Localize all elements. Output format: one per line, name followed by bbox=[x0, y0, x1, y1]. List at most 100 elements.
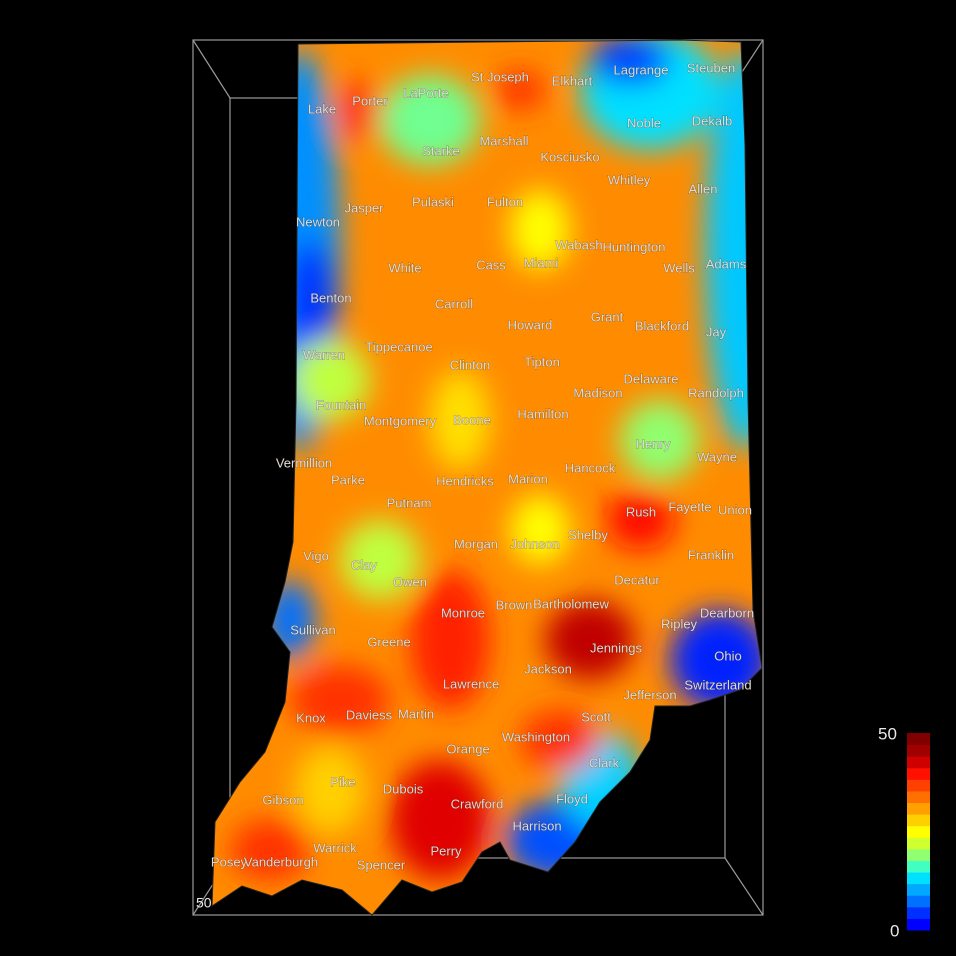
county-label: Hendricks bbox=[436, 473, 494, 488]
county-label: Lake bbox=[308, 101, 336, 116]
county-label: Putnam bbox=[387, 495, 432, 510]
county-label: Sullivan bbox=[290, 622, 336, 637]
colorbar-band bbox=[907, 895, 930, 908]
colorbar-band bbox=[907, 802, 930, 815]
county-label: Owen bbox=[393, 574, 427, 589]
colorbar-band bbox=[907, 756, 930, 769]
county-label: Pulaski bbox=[412, 194, 454, 209]
county-label: Bartholomew bbox=[533, 596, 609, 611]
colorbar-band bbox=[907, 779, 930, 792]
county-label: Jay bbox=[706, 324, 727, 339]
county-label: Lagrange bbox=[614, 62, 669, 77]
county-label: Clinton bbox=[450, 357, 490, 372]
county-label: Clay bbox=[351, 557, 378, 572]
county-label: Floyd bbox=[556, 791, 588, 806]
county-label: Dearborn bbox=[700, 605, 754, 620]
county-label: Orange bbox=[446, 741, 489, 756]
county-label: Benton bbox=[310, 290, 351, 305]
county-label: Hancock bbox=[565, 460, 616, 475]
colorbar bbox=[907, 733, 930, 931]
county-label: Dekalb bbox=[692, 113, 732, 128]
county-label: Howard bbox=[508, 317, 553, 332]
county-label: Fountain bbox=[316, 397, 367, 412]
county-label: Jasper bbox=[344, 200, 384, 215]
county-label: Posey bbox=[211, 854, 248, 869]
county-label: Vanderburgh bbox=[244, 854, 318, 869]
county-label: Cass bbox=[476, 257, 506, 272]
county-label: Kosciusko bbox=[540, 149, 599, 164]
county-labels: Lake Porter LaPorte St Joseph Elkhart Lagrang… bbox=[210, 60, 754, 873]
corner-label: 50 bbox=[196, 895, 212, 911]
county-label: Perry bbox=[430, 843, 462, 858]
county-label: Wayne bbox=[697, 449, 737, 464]
county-label: Crawford bbox=[451, 796, 504, 811]
county-label: Porter bbox=[352, 93, 388, 108]
county-label: Montgomery bbox=[364, 413, 437, 428]
county-label: Monroe bbox=[441, 605, 485, 620]
county-label: Tipton bbox=[524, 354, 560, 369]
county-label: LaPorte bbox=[403, 85, 449, 100]
county-label: Delaware bbox=[624, 371, 679, 386]
colorbar-band bbox=[907, 872, 930, 885]
colorbar-band bbox=[907, 906, 930, 919]
county-label: Fulton bbox=[487, 194, 523, 209]
county-label: Whitley bbox=[608, 172, 651, 187]
county-label: Huntington bbox=[603, 239, 666, 254]
county-label: Marshall bbox=[479, 133, 528, 148]
county-label: Hamilton bbox=[517, 406, 568, 421]
county-label: Warren bbox=[303, 347, 345, 362]
county-label: Franklin bbox=[688, 547, 734, 562]
county-label: Noble bbox=[627, 115, 661, 130]
county-label: Warrick bbox=[313, 840, 357, 855]
colorbar-band bbox=[907, 883, 930, 896]
county-label: Carroll bbox=[435, 296, 473, 311]
county-label: Miami bbox=[524, 255, 559, 270]
colorbar-band bbox=[907, 837, 930, 850]
county-label: Blackford bbox=[635, 318, 689, 333]
colorbar-band bbox=[907, 918, 930, 931]
county-label: Marion bbox=[508, 471, 548, 486]
county-label: Union bbox=[718, 502, 752, 517]
county-label: Brown bbox=[496, 597, 533, 612]
county-label: Switzerland bbox=[684, 677, 751, 692]
county-label: Randolph bbox=[688, 385, 744, 400]
county-label: Adams bbox=[706, 256, 747, 271]
county-label: Decatur bbox=[614, 572, 660, 587]
county-label: Elkhart bbox=[552, 73, 593, 88]
county-label: Grant bbox=[591, 309, 624, 324]
colorbar-band bbox=[907, 860, 930, 873]
county-label: Wells bbox=[663, 260, 695, 275]
county-label: Ripley bbox=[661, 616, 698, 631]
county-label: Madison bbox=[573, 385, 622, 400]
county-label: Tippecanoe bbox=[365, 339, 432, 354]
county-label: Spencer bbox=[357, 857, 406, 872]
colorbar-max: 50 bbox=[878, 724, 897, 743]
county-label: Steuben bbox=[687, 60, 735, 75]
county-label: Newton bbox=[296, 214, 340, 229]
county-label: Daviess bbox=[346, 707, 393, 722]
county-label: Greene bbox=[367, 634, 410, 649]
county-label: Gibson bbox=[262, 792, 303, 807]
colorbar-band bbox=[907, 733, 930, 746]
county-label: Ohio bbox=[714, 648, 741, 663]
county-label: Wabash bbox=[555, 237, 602, 252]
county-label: Washington bbox=[502, 729, 570, 744]
county-label: Parke bbox=[331, 472, 365, 487]
county-label: Boone bbox=[453, 412, 491, 427]
county-label: Vermillion bbox=[276, 455, 332, 470]
county-label: Jefferson bbox=[623, 687, 676, 702]
county-label: Harrison bbox=[512, 818, 561, 833]
county-label: Pike bbox=[330, 774, 355, 789]
colorbar-band bbox=[907, 825, 930, 838]
county-label: White bbox=[388, 260, 421, 275]
county-label: Vigo bbox=[303, 548, 329, 563]
county-label: Shelby bbox=[568, 527, 608, 542]
county-label: Fayette bbox=[668, 499, 711, 514]
colorbar-band bbox=[907, 848, 930, 861]
county-label: Johnson bbox=[510, 536, 559, 551]
county-label: Lawrence bbox=[443, 676, 499, 691]
county-label: Scott bbox=[581, 709, 611, 724]
county-label: Starke bbox=[422, 143, 460, 158]
colorbar-band bbox=[907, 814, 930, 827]
